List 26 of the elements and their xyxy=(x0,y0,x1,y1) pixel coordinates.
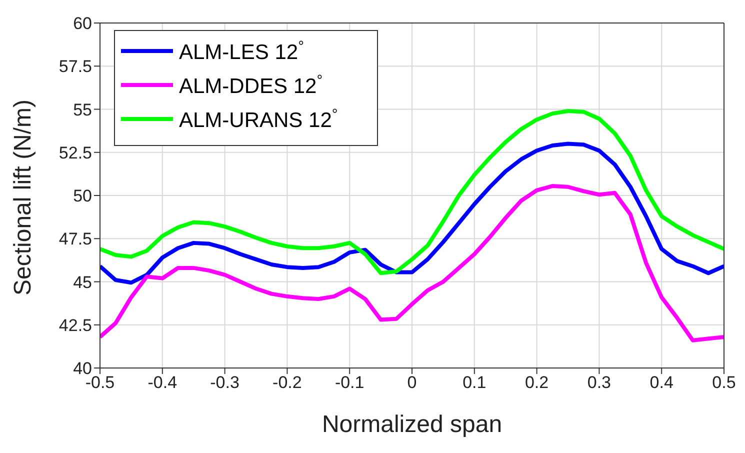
x-tick-label: -0.4 xyxy=(148,373,178,392)
x-tick-label: -0.1 xyxy=(334,373,364,392)
y-tick-label: 52.5 xyxy=(58,143,92,162)
y-tick-label: 60 xyxy=(73,14,92,34)
x-tick-label: 0.5 xyxy=(712,373,736,392)
line-series xyxy=(100,142,724,285)
y-axis-title: Sectional lift (N/m) xyxy=(10,99,37,296)
x-tick-label: 0.3 xyxy=(587,373,612,392)
legend-label: ALM-LES 12$^{°}$ xyxy=(179,39,304,64)
x-tick-label: 0 xyxy=(407,373,417,392)
x-tick-label: 0.1 xyxy=(462,373,486,392)
y-tick-label: 47.5 xyxy=(58,230,92,249)
y-tick-label: 55 xyxy=(73,100,92,120)
x-tick-label: -0.2 xyxy=(272,373,302,392)
legend-label: ALM-URANS 12$^{°}$ xyxy=(179,107,338,132)
y-tick-label: 45 xyxy=(73,272,92,292)
x-tick-label: 0.4 xyxy=(650,373,674,392)
line-series xyxy=(100,184,724,342)
x-axis-title: Normalized span xyxy=(322,411,502,438)
y-tick-label: 57.5 xyxy=(58,57,92,76)
line-series xyxy=(100,108,724,276)
y-tick-label: 50 xyxy=(73,186,92,206)
legend-label: ALM-DDES 12$^{°}$ xyxy=(179,73,323,98)
x-tick-label: -0.3 xyxy=(210,373,240,392)
x-tick-label: 0.2 xyxy=(524,373,549,392)
y-tick-label: 42.5 xyxy=(58,316,92,335)
